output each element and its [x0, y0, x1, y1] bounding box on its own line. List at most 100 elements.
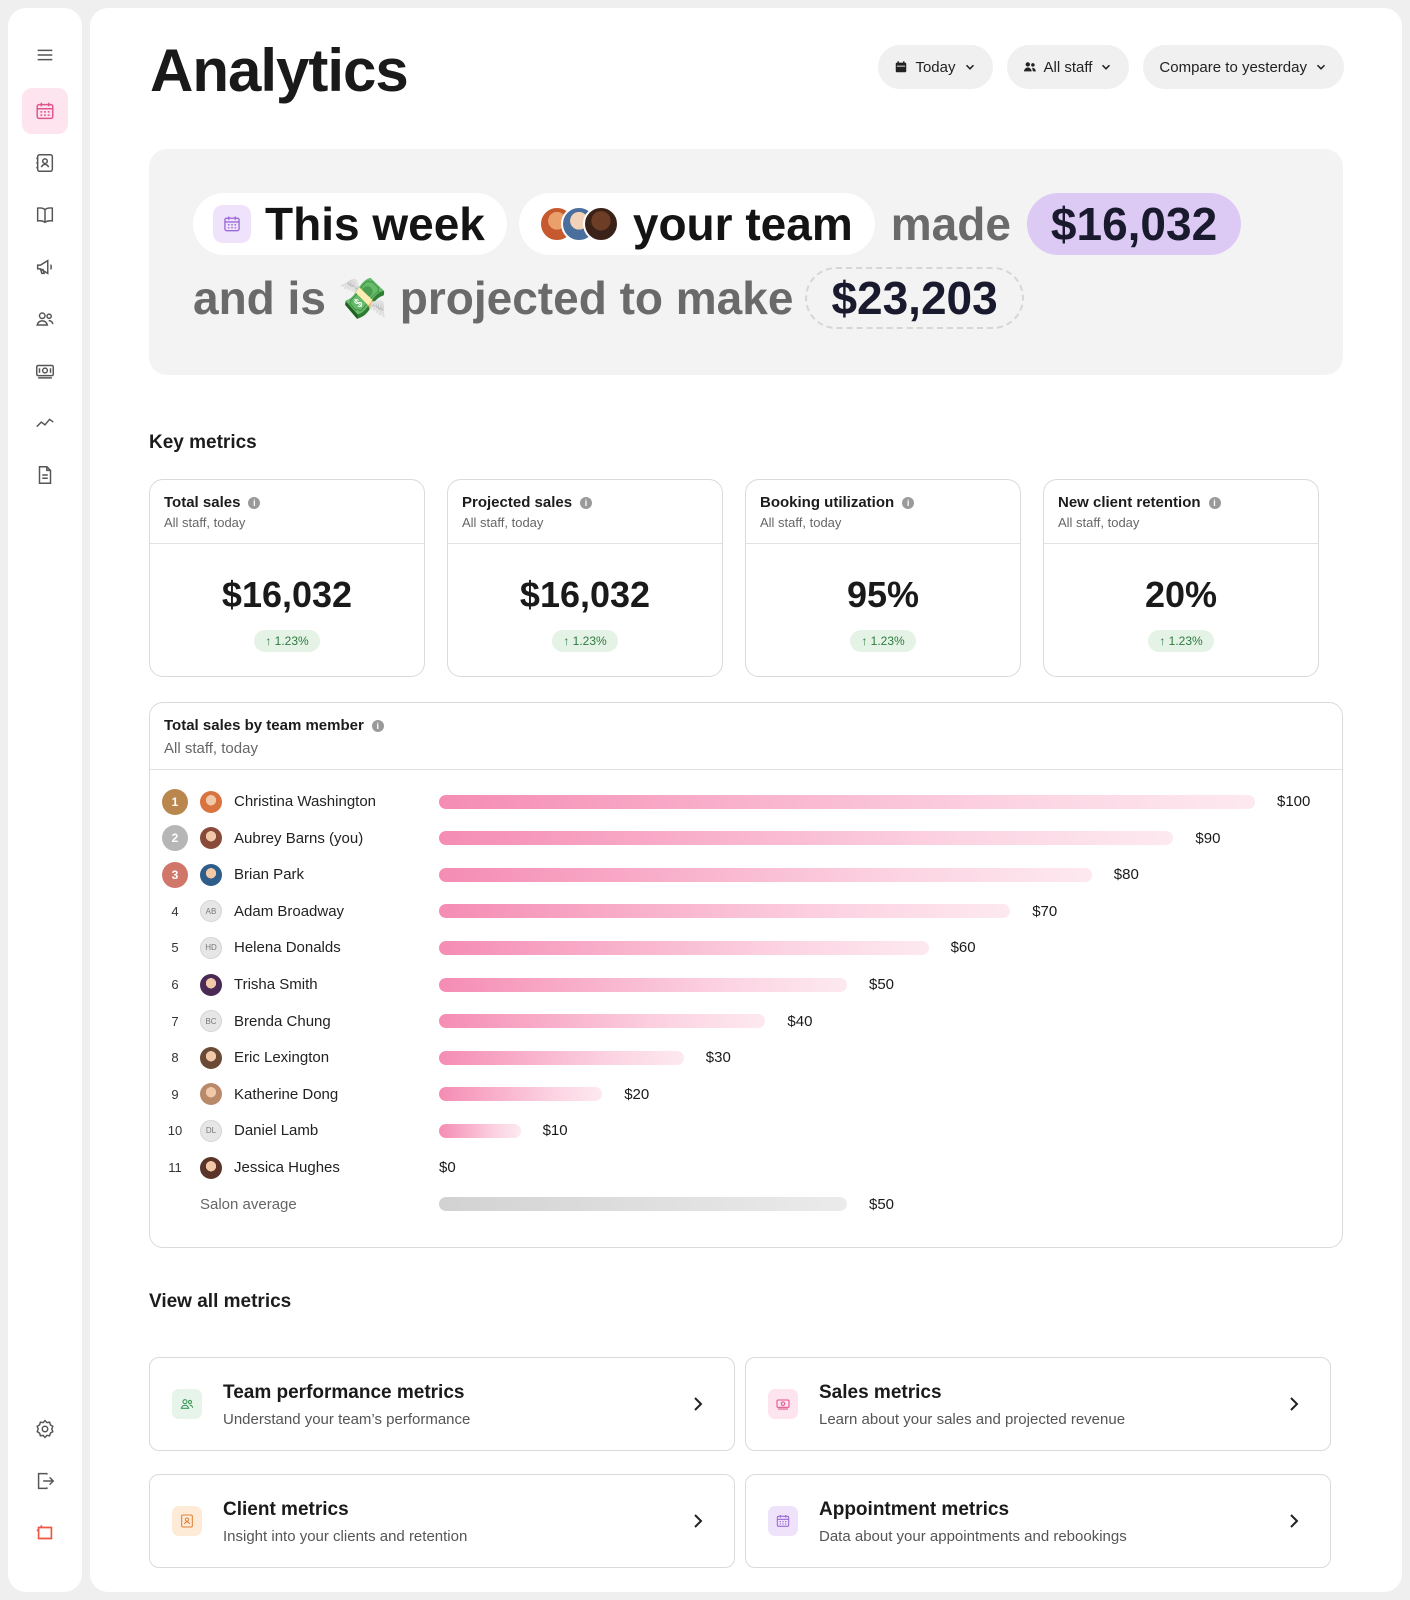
- compare-filter[interactable]: Compare to yesterday: [1143, 45, 1344, 89]
- nav-card-description: Data about your appointments and rebooki…: [819, 1528, 1127, 1545]
- logout-icon[interactable]: [22, 1458, 68, 1504]
- rank-badge: 7: [171, 1013, 179, 1029]
- gear-icon[interactable]: [22, 1406, 68, 1452]
- hero-line-1: This week your team made $16,032: [193, 193, 1242, 255]
- table-row[interactable]: 4 AB Adam Broadway $70: [150, 893, 1342, 930]
- member-name: Christina Washington: [234, 793, 377, 810]
- sales-value: $0: [439, 1159, 456, 1176]
- nav-card-title: Appointment metrics: [819, 1499, 1010, 1520]
- sales-bar: [439, 1014, 766, 1029]
- money-icon: [768, 1389, 798, 1419]
- sidebar: [8, 8, 82, 1592]
- sales-value: $30: [705, 1049, 731, 1067]
- rank-badge: 11: [168, 1160, 182, 1175]
- member-name: Daniel Lamb: [234, 1122, 319, 1140]
- sales-bar: [439, 1123, 521, 1138]
- table-row[interactable]: 8 Eric Lexington $30: [150, 1039, 1342, 1076]
- calendar-icon: [896, 61, 907, 73]
- avatar: DL: [200, 1119, 222, 1142]
- info-icon[interactable]: i: [580, 496, 593, 509]
- period-label: This week: [265, 198, 485, 250]
- key-metrics-title: Key metrics: [149, 432, 257, 453]
- view-all-title: View all metrics: [149, 1291, 292, 1312]
- metric-value: $16,032: [519, 574, 651, 615]
- metric-card-booking-utilization[interactable]: Booking utilization i All staff, today 95…: [745, 479, 1021, 677]
- rank-badge: 1: [162, 788, 188, 815]
- staff-filter[interactable]: All staff: [1006, 45, 1130, 89]
- nav-card-title: Team performance metrics: [223, 1382, 465, 1403]
- nav-card-title: Sales metrics: [819, 1382, 942, 1403]
- delta-badge: ↑ 1.23%: [1148, 630, 1214, 652]
- rank-badge: 6: [171, 977, 179, 992]
- metric-card-new-client-retention[interactable]: New client retention i All staff, today 2…: [1043, 479, 1319, 677]
- metric-nav-card[interactable]: Appointment metrics Data about your appoi…: [745, 1474, 1331, 1568]
- metric-card-total-sales[interactable]: Total sales i All staff, today $16,032 ↑ …: [149, 479, 425, 677]
- member-name: Aubrey Barns (you): [234, 829, 364, 847]
- team-icon: [1023, 62, 1036, 72]
- delta-badge: ↑ 1.23%: [850, 630, 916, 652]
- info-icon[interactable]: i: [248, 496, 261, 509]
- table-row[interactable]: 3 Brian Park $80: [150, 856, 1342, 893]
- filter-bar: Today All staff Compare to yesterday: [878, 45, 1344, 89]
- menu-icon[interactable]: [22, 32, 68, 78]
- salon-average-label: Salon average: [200, 1195, 297, 1213]
- table-row[interactable]: 11 Jessica Hughes $0: [150, 1149, 1342, 1186]
- nav-card-description: Learn about your sales and projected rev…: [819, 1411, 1126, 1428]
- document-icon[interactable]: [22, 452, 68, 498]
- sales-value: $60: [950, 939, 976, 957]
- date-filter[interactable]: Today: [878, 45, 993, 89]
- table-row[interactable]: 2 Aubrey Barns (you) $90: [150, 820, 1342, 857]
- metric-value: 95%: [846, 574, 920, 615]
- team-sales-sub: All staff, today: [164, 740, 258, 757]
- metric-card-projected-sales[interactable]: Projected sales i All staff, today $16,03…: [447, 479, 723, 677]
- trend-icon[interactable]: [22, 400, 68, 446]
- average-bar: [439, 1197, 847, 1212]
- chevron-down-icon: [965, 64, 974, 70]
- contacts-icon: [172, 1506, 202, 1536]
- sales-bar: [439, 867, 1092, 882]
- avatar: HD: [200, 936, 222, 959]
- table-row[interactable]: 7 BC Brenda Chung $40: [150, 1003, 1342, 1040]
- table-row[interactable]: 10 DL Daniel Lamb $10: [150, 1112, 1342, 1149]
- contacts-icon[interactable]: [22, 140, 68, 186]
- made-amount: $16,032: [1026, 193, 1242, 255]
- salon-average-row: Salon average $50: [150, 1186, 1342, 1223]
- info-icon[interactable]: i: [371, 719, 384, 732]
- metric-sub: All staff, today: [760, 515, 842, 530]
- rank-badge: 3: [162, 861, 188, 888]
- rank-badge: 4: [171, 903, 179, 919]
- rank-badge: 9: [171, 1086, 179, 1102]
- team-sales-title-row: Total sales by team member i: [164, 717, 1328, 734]
- avatar: BC: [200, 1010, 222, 1033]
- megaphone-icon[interactable]: [22, 244, 68, 290]
- table-row[interactable]: 6 Trisha Smith $50: [150, 966, 1342, 1003]
- calendar-icon: [213, 205, 251, 243]
- sales-value: $20: [624, 1085, 650, 1103]
- info-icon[interactable]: i: [902, 496, 915, 509]
- period-chip[interactable]: This week: [193, 193, 507, 255]
- metric-nav-card[interactable]: Team performance metrics Understand your …: [149, 1357, 735, 1451]
- metric-sub: All staff, today: [1058, 515, 1140, 530]
- metric-name: Total sales: [164, 494, 241, 511]
- nav-card-title: Client metrics: [223, 1499, 349, 1520]
- metric-card-header: Projected sales i All staff, today: [448, 480, 722, 544]
- team-chip[interactable]: your team: [518, 193, 875, 255]
- calendar-icon: [768, 1506, 798, 1536]
- calendar-icon[interactable]: [22, 88, 68, 134]
- table-row[interactable]: 1 Christina Washington $100: [150, 783, 1342, 820]
- table-row[interactable]: 9 Katherine Dong $20: [150, 1076, 1342, 1113]
- team-icon[interactable]: [22, 296, 68, 342]
- nav-card-description: Understand your team’s performance: [223, 1411, 471, 1428]
- metric-nav-card[interactable]: Client metrics Insight into your clients …: [149, 1474, 735, 1568]
- metric-value: 20%: [1144, 574, 1218, 615]
- table-row[interactable]: 5 HD Helena Donalds $60: [150, 929, 1342, 966]
- metric-nav-card[interactable]: Sales metrics Learn about your sales and …: [745, 1357, 1331, 1451]
- money-icon[interactable]: [22, 348, 68, 394]
- member-name: Brian Park: [234, 866, 305, 884]
- sales-bar: [439, 1087, 603, 1102]
- info-icon[interactable]: i: [1208, 496, 1221, 509]
- avatar: [200, 1046, 222, 1069]
- brand-logo-icon[interactable]: [22, 1510, 68, 1556]
- book-icon[interactable]: [22, 192, 68, 238]
- rank-badge: 2: [162, 825, 188, 852]
